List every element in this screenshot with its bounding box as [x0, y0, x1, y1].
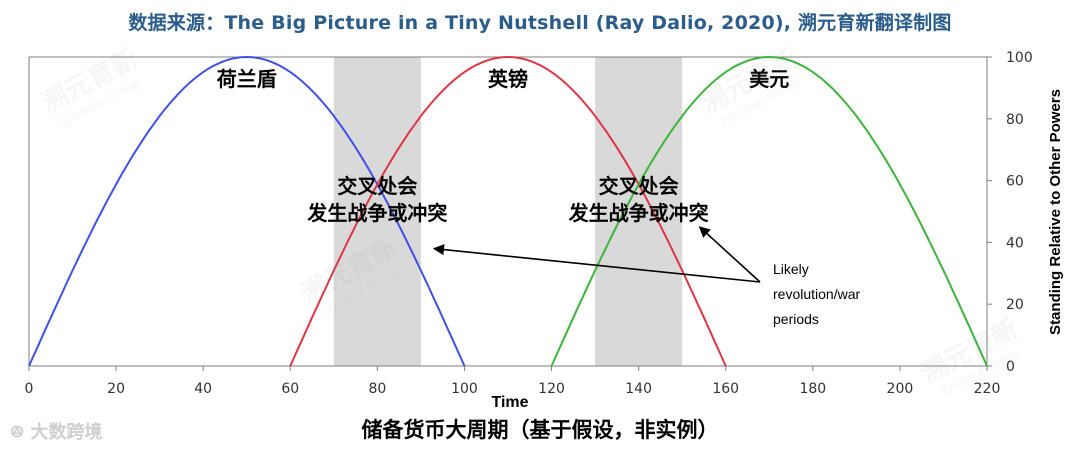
x-tick-label: 160 [712, 381, 739, 397]
x-tick-label: 220 [974, 381, 1001, 397]
annotation-arrow [432, 244, 761, 283]
bottom-caption: 储备货币大周期（基于假设，非实例） [361, 418, 719, 442]
x-tick-label: 120 [538, 381, 565, 397]
y-tick-label: 40 [1006, 235, 1024, 251]
x-tick-label: 40 [194, 381, 212, 397]
x-axis: 0 20 40 60 80 100 120 140 160 180 200 220 Time [25, 366, 1001, 411]
x-tick-label: 20 [107, 381, 125, 397]
y-axis: 0 20 40 60 80 100 Standing Relative to Other P… [987, 50, 1064, 375]
series-label: 美元 [749, 67, 789, 91]
x-tick-label: 140 [625, 381, 652, 397]
band-label: 交叉处会 [599, 174, 679, 198]
crossover-band [595, 57, 683, 366]
y-axis-label: Standing Relative to Other Powers [1047, 89, 1064, 335]
annotation-text: Likely [773, 261, 809, 277]
brand-logo: ꔮ 大数跨境 [10, 418, 102, 444]
annotation-arrow [698, 226, 761, 283]
series-lines [28, 55, 988, 367]
crossover-band [333, 57, 421, 366]
series-line-usa [550, 55, 988, 367]
x-axis-label: Time [491, 394, 528, 411]
x-tick-label: 80 [368, 381, 386, 397]
y-tick-label: 80 [1006, 112, 1024, 128]
x-tick-label: 100 [451, 381, 478, 397]
brand-logo-text: 大数跨境 [30, 422, 103, 443]
band-label: 发生战争或冲突 [306, 201, 447, 225]
y-tick-label: 100 [1006, 50, 1033, 66]
series-label: 荷兰盾 [217, 67, 277, 91]
x-tick-label: 200 [887, 381, 914, 397]
source-title: 数据来源：The Big Picture in a Tiny Nutshell … [128, 12, 952, 34]
brand-logo-icon: ꔮ [10, 422, 25, 443]
series-line-britain [289, 55, 727, 367]
plot-frame [28, 56, 988, 367]
x-tick-label: 180 [799, 381, 826, 397]
annotation-text: periods [773, 311, 819, 327]
crossover-bands [333, 57, 683, 366]
y-tick-label: 20 [1006, 297, 1024, 313]
band-label: 发生战争或冲突 [568, 201, 709, 225]
series-line-netherlands [28, 55, 466, 367]
annotation-text: revolution/war [773, 286, 860, 302]
band-label: 交叉处会 [337, 174, 417, 198]
x-tick-label: 60 [281, 381, 299, 397]
series-label: 英镑 [488, 67, 528, 91]
annotation: Likely revolution/war periods [432, 226, 860, 327]
x-tick-label: 0 [25, 381, 34, 397]
y-tick-label: 60 [1006, 174, 1024, 190]
y-tick-label: 0 [1006, 359, 1015, 375]
